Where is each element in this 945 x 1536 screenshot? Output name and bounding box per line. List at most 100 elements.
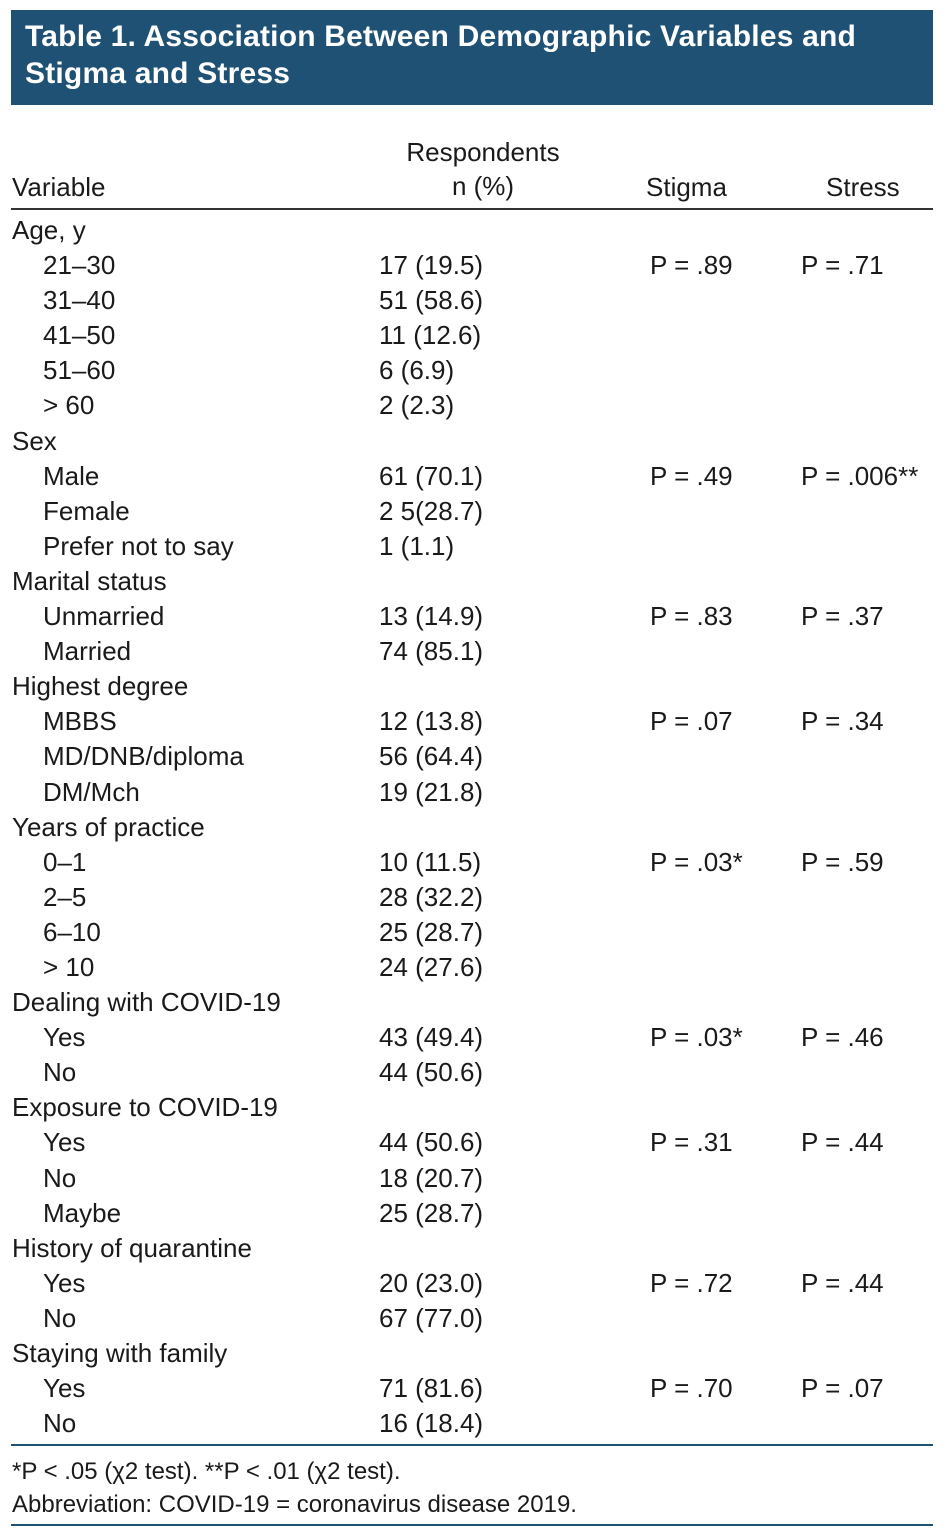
cell-variable: DM/Mch <box>43 776 140 807</box>
table-row: Married 74 (85.1) <box>0 634 945 669</box>
cell-variable: Yes <box>43 1127 86 1158</box>
cell-variable: No <box>43 1162 77 1193</box>
header-respondents: Respondents n (%) <box>373 135 593 203</box>
cell-variable: Yes <box>43 1022 86 1053</box>
cell-stigma: P = .89 <box>650 250 733 281</box>
cell-stress: P = .44 <box>801 1127 884 1158</box>
cell-respondents: 18 (20.7) <box>379 1162 484 1193</box>
table-row: No 18 (20.7) <box>0 1161 945 1196</box>
cell-variable: Staying with family <box>12 1338 228 1368</box>
cell-stress: P = .44 <box>801 1267 884 1298</box>
cell-variable: MBBS <box>43 706 117 737</box>
cell-respondents: 44 (50.6) <box>379 1057 484 1088</box>
cell-variable: No <box>43 1302 77 1333</box>
cell-variable: Sex <box>12 425 57 456</box>
cell-variable: 51–60 <box>43 355 116 386</box>
header-stigma: Stigma <box>646 172 727 202</box>
table-row: > 60 2 (2.3) <box>0 388 945 423</box>
cell-respondents: 24 (27.6) <box>379 951 484 982</box>
table-row: Yes 44 (50.6) P = .31 P = .44 <box>0 1125 945 1160</box>
cell-respondents: 13 (14.9) <box>379 601 484 632</box>
table-group-row: Staying with family <box>0 1336 945 1371</box>
table-row: Yes 71 (81.6) P = .70 P = .07 <box>0 1371 945 1406</box>
header-stress: Stress <box>826 172 900 202</box>
cell-variable: 6–10 <box>43 916 101 947</box>
cell-respondents: 6 (6.9) <box>379 355 455 386</box>
table-group-row: Sex <box>0 424 945 459</box>
cell-stress: P = .34 <box>801 706 884 737</box>
table-row: 41–50 11 (12.6) <box>0 318 945 353</box>
cell-variable: Years of practice <box>12 811 205 842</box>
table-group-row: Dealing with COVID-19 <box>0 985 945 1020</box>
footnotes: *P < .05 (χ2 test). **P < .01 (χ2 test).… <box>12 1455 577 1521</box>
cell-variable: No <box>43 1057 77 1088</box>
table-row: 21–30 17 (19.5) P = .89 P = .71 <box>0 248 945 283</box>
table-group-row: Marital status <box>0 564 945 599</box>
cell-stigma: P = .03* <box>650 1022 743 1053</box>
cell-variable: Yes <box>43 1267 86 1298</box>
table-row: DM/Mch 19 (21.8) <box>0 775 945 810</box>
cell-respondents: 43 (49.4) <box>379 1022 484 1053</box>
table-row: MD/DNB/diploma 56 (64.4) <box>0 739 945 774</box>
cell-respondents: 74 (85.1) <box>379 636 484 667</box>
cell-variable: 41–50 <box>43 320 116 351</box>
table-group-row: Highest degree <box>0 669 945 704</box>
table-row: Male 61 (70.1) P = .49 P = .006** <box>0 459 945 494</box>
cell-variable: > 60 <box>43 390 95 421</box>
table-row: No 16 (18.4) <box>0 1406 945 1441</box>
cell-respondents: 12 (13.8) <box>379 706 484 737</box>
table-row: Yes 20 (23.0) P = .72 P = .44 <box>0 1266 945 1301</box>
cell-respondents: 2 5(28.7) <box>379 495 484 526</box>
cell-variable: No <box>43 1408 77 1439</box>
table-row: Yes 43 (49.4) P = .03* P = .46 <box>0 1020 945 1055</box>
cell-variable: 21–30 <box>43 250 116 281</box>
table-row: Prefer not to say 1 (1.1) <box>0 529 945 564</box>
cell-respondents: 44 (50.6) <box>379 1127 484 1158</box>
cell-variable: Highest degree <box>12 671 189 702</box>
cell-variable: 0–1 <box>43 846 87 877</box>
cell-stigma: P = .72 <box>650 1267 733 1298</box>
header-respondents-line2: n (%) <box>451 171 515 201</box>
table-body: Age, y 21–30 17 (19.5) P = .89 P = .71 31–40 5… <box>0 213 945 1441</box>
cell-respondents: 25 (28.7) <box>379 916 484 947</box>
cell-respondents: 11 (12.6) <box>379 320 482 351</box>
cell-respondents: 19 (21.8) <box>379 776 484 807</box>
cell-variable: Yes <box>43 1373 86 1404</box>
cell-stress: P = .46 <box>801 1022 884 1053</box>
table-title: Table 1. Association Between Demographic… <box>11 10 933 105</box>
cell-stress: P = .59 <box>801 846 884 877</box>
cell-respondents: 16 (18.4) <box>379 1408 484 1439</box>
cell-variable: Unmarried <box>43 601 165 632</box>
cell-stress: P = .006** <box>801 460 919 491</box>
cell-variable: Dealing with COVID-19 <box>12 987 281 1018</box>
cell-variable: Maybe <box>43 1197 122 1228</box>
cell-stigma: P = .03* <box>650 846 743 877</box>
cell-stigma: P = .31 <box>650 1127 733 1158</box>
cell-respondents: 28 (32.2) <box>379 881 484 912</box>
table-group-row: Age, y <box>0 213 945 248</box>
cell-variable: 2–5 <box>43 881 87 912</box>
cell-stigma: P = .07 <box>650 706 733 737</box>
cell-variable: Exposure to COVID-19 <box>12 1092 278 1123</box>
cell-respondents: 2 (2.3) <box>379 390 455 421</box>
cell-variable: Female <box>43 495 130 526</box>
cell-stigma: P = .83 <box>650 601 733 632</box>
cell-variable: MD/DNB/diploma <box>43 741 244 772</box>
table-row: 31–40 51 (58.6) <box>0 283 945 318</box>
cell-stigma: P = .70 <box>650 1373 733 1404</box>
table-group-row: Exposure to COVID-19 <box>0 1090 945 1125</box>
cell-stress: P = .71 <box>801 250 884 281</box>
cell-stress: P = .37 <box>801 601 884 632</box>
table-row: 6–10 25 (28.7) <box>0 915 945 950</box>
table-group-row: History of quarantine <box>0 1231 945 1266</box>
cell-variable: History of quarantine <box>12 1232 252 1263</box>
cell-variable: > 10 <box>43 951 95 982</box>
table-group-row: Years of practice <box>0 810 945 845</box>
cell-respondents: 17 (19.5) <box>379 250 484 281</box>
cell-respondents: 51 (58.6) <box>379 285 484 316</box>
cell-respondents: 61 (70.1) <box>379 460 484 491</box>
cell-variable: Married <box>43 636 132 667</box>
header-rule <box>11 208 933 210</box>
cell-respondents: 10 (11.5) <box>379 846 482 877</box>
table-row: MBBS 12 (13.8) P = .07 P = .34 <box>0 704 945 739</box>
